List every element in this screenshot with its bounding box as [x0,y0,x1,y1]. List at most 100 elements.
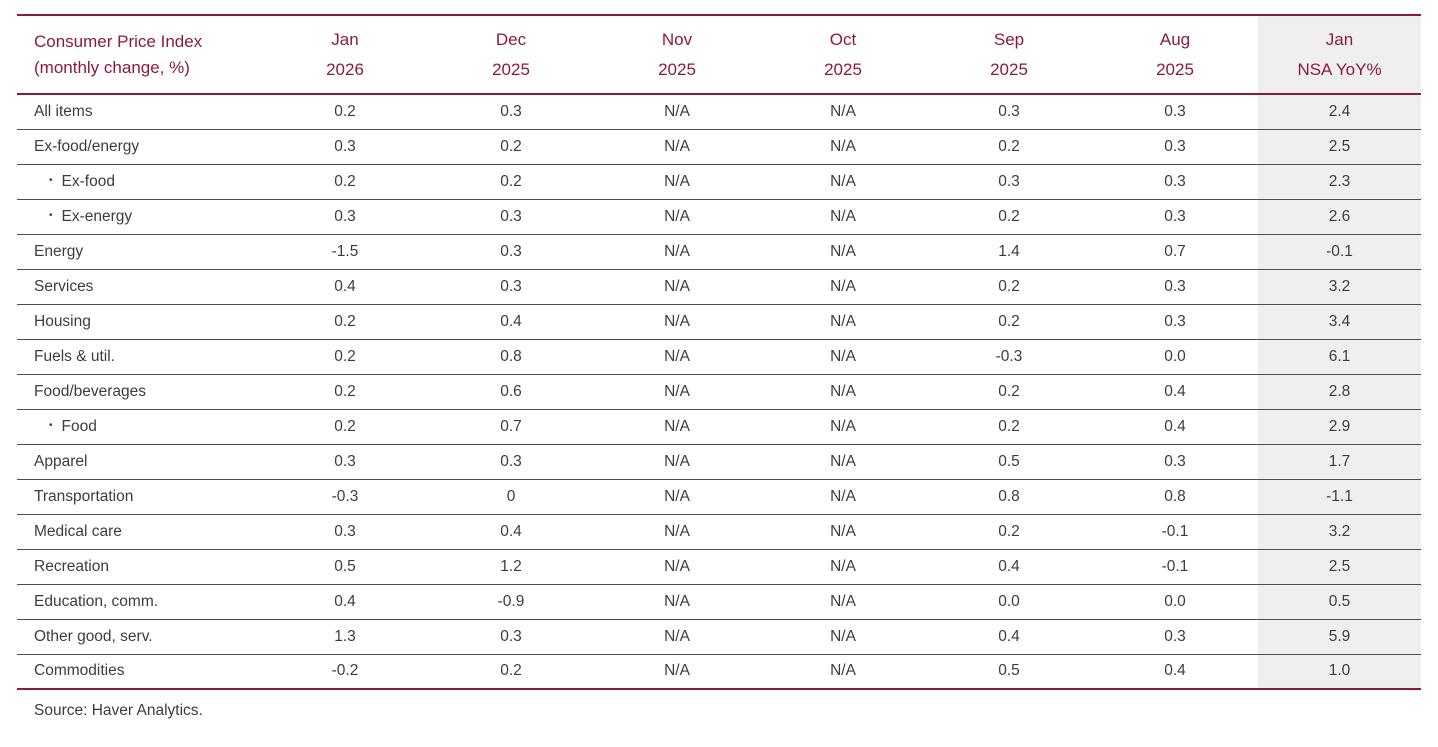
value-cell: N/A [760,409,926,445]
column-header-oct-2025: Oct 2025 [760,15,926,95]
row-label-text: Housing [34,312,91,330]
value-cell: 0.2 [926,199,1092,235]
value-cell: N/A [594,619,760,655]
value-cell: -0.2 [262,654,428,690]
value-cell: 0.3 [1092,444,1258,480]
column-month: Jan [1325,29,1354,49]
row-label: • Food [17,409,262,445]
value-cell: 0.3 [926,94,1092,130]
table-title-line2: (monthly change, %) [34,57,190,77]
value-cell: N/A [594,514,760,550]
table-row: Housing 0.2 0.4 N/A N/A 0.2 0.3 3.4 [17,304,1421,340]
value-cell: 0.2 [926,514,1092,550]
value-cell: -0.1 [1258,234,1421,270]
value-cell: 0.2 [428,129,594,165]
value-cell: -0.1 [1092,514,1258,550]
value-cell: 0.2 [428,164,594,200]
value-cell: 6.1 [1258,339,1421,375]
value-cell: 0.3 [428,619,594,655]
value-cell: 0.2 [926,304,1092,340]
value-cell: 0.2 [428,654,594,690]
value-cell: 0.4 [262,269,428,305]
value-cell: 0.4 [1092,409,1258,445]
value-cell: N/A [594,339,760,375]
value-cell: 2.6 [1258,199,1421,235]
value-cell: 0.4 [428,304,594,340]
table-title: Consumer Price Index (monthly change, %) [17,15,262,95]
value-cell: 0.5 [926,444,1092,480]
row-label: • Ex-energy [17,199,262,235]
row-label-text: Fuels & util. [34,347,115,365]
value-cell: N/A [594,164,760,200]
value-cell: N/A [760,304,926,340]
value-cell: 5.9 [1258,619,1421,655]
table-row: Food/beverages 0.2 0.6 N/A N/A 0.2 0.4 2.8 [17,374,1421,410]
value-cell: N/A [594,374,760,410]
table-row: • Ex-food 0.2 0.2 N/A N/A 0.3 0.3 2.3 [17,164,1421,200]
value-cell: 0.3 [926,164,1092,200]
row-label: • Ex-food [17,164,262,200]
value-cell: -1.1 [1258,479,1421,515]
value-cell: 0.3 [262,199,428,235]
value-cell: 0.0 [926,584,1092,620]
bullet-icon: • [49,174,53,186]
column-year: 2025 [658,59,696,79]
value-cell: 0.5 [926,654,1092,690]
value-cell: N/A [594,269,760,305]
value-cell: 3.2 [1258,514,1421,550]
column-header-dec-2025: Dec 2025 [428,15,594,95]
value-cell: 2.4 [1258,94,1421,130]
row-label-text: All items [34,102,93,120]
row-label-text: Education, comm. [34,592,159,610]
value-cell: N/A [760,619,926,655]
value-cell: N/A [760,234,926,270]
table-row: Education, comm. 0.4 -0.9 N/A N/A 0.0 0.0 0.5 [17,584,1421,620]
table-row: Services 0.4 0.3 N/A N/A 0.2 0.3 3.2 [17,269,1421,305]
value-cell: N/A [594,129,760,165]
value-cell: 0.4 [926,619,1092,655]
row-label: Recreation [17,549,262,585]
column-header-jan-nsa-yoy: Jan NSA YoY% [1258,15,1421,95]
row-label-text: Energy [34,242,84,260]
column-header-jan-2026: Jan 2026 [262,15,428,95]
value-cell: 0.3 [1092,129,1258,165]
row-label-text: Food [61,417,97,435]
value-cell: N/A [594,549,760,585]
source-note: Source: Haver Analytics. [34,702,203,719]
row-label-text: Ex-food/energy [34,137,140,155]
row-label-text: Recreation [34,557,109,575]
row-label: Commodities [17,654,262,690]
table-row: Energy -1.5 0.3 N/A N/A 1.4 0.7 -0.1 [17,234,1421,270]
value-cell: 0.5 [1258,584,1421,620]
value-cell: N/A [594,654,760,690]
value-cell: N/A [594,444,760,480]
value-cell: N/A [760,129,926,165]
table-row: Other good, serv. 1.3 0.3 N/A N/A 0.4 0.3 5.9 [17,619,1421,655]
value-cell: 0.3 [1092,304,1258,340]
value-cell: 0.3 [1092,94,1258,130]
row-label-text: Commodities [34,662,125,680]
value-cell: 0.8 [428,339,594,375]
value-cell: 2.5 [1258,129,1421,165]
column-month: Jan [331,29,359,49]
value-cell: 0.2 [262,374,428,410]
row-label: Ex-food/energy [17,129,262,165]
table-row: • Ex-energy 0.3 0.3 N/A N/A 0.2 0.3 2.6 [17,199,1421,235]
value-cell: 0.3 [428,269,594,305]
table-row: Ex-food/energy 0.3 0.2 N/A N/A 0.2 0.3 2.5 [17,129,1421,165]
value-cell: 0.2 [262,339,428,375]
value-cell: 2.3 [1258,164,1421,200]
table-body: All items 0.2 0.3 N/A N/A 0.3 0.3 2.4 Ex-food/en… [17,94,1421,690]
value-cell: 0.3 [1092,199,1258,235]
table-title-line1: Consumer Price Index [34,31,203,51]
value-cell: 0.8 [1092,479,1258,515]
value-cell: 0.0 [1092,584,1258,620]
value-cell: 3.2 [1258,269,1421,305]
column-month: Nov [661,29,693,49]
column-year: 2026 [326,59,364,79]
column-year: 2025 [1156,59,1194,79]
column-year: 2025 [990,59,1028,79]
row-label: Apparel [17,444,262,480]
value-cell: N/A [594,584,760,620]
